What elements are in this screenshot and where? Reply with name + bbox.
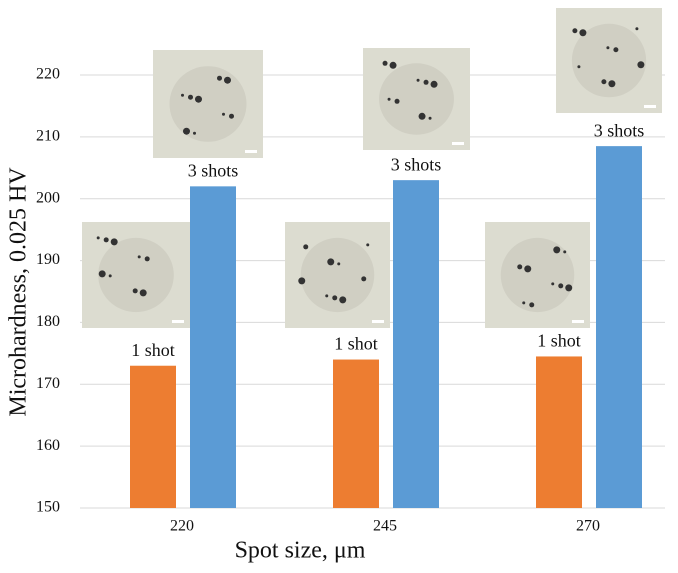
bar-label: 3 shots — [188, 160, 239, 180]
micrograph-pore — [195, 95, 202, 103]
micrograph-pore — [337, 262, 341, 266]
x-axis-label: Spot size, μm — [235, 538, 366, 564]
micrograph-pore — [303, 244, 309, 250]
y-axis-label: Microhardness, 0.025 HV — [6, 167, 32, 417]
micrograph-pore — [606, 46, 610, 50]
bar-label: 1 shot — [334, 334, 378, 354]
micrograph-pore — [298, 277, 306, 285]
bar-label: 1 shot — [131, 340, 175, 360]
micrograph-pore — [394, 98, 400, 104]
micrograph-pore — [517, 264, 523, 270]
micrograph-pore — [183, 127, 190, 135]
micrograph-pore — [224, 76, 231, 84]
micrograph-pore — [635, 27, 639, 31]
micrograph-pore — [103, 237, 109, 243]
micrograph-pore — [423, 79, 429, 85]
micrograph-pore — [98, 270, 106, 278]
micrograph-texture — [169, 66, 247, 142]
micrograph-pore — [108, 274, 112, 278]
micrograph-scale — [452, 142, 464, 145]
x-tick-label: 270 — [576, 518, 600, 535]
micrograph — [285, 222, 390, 328]
bar — [190, 186, 236, 509]
micrograph-pore — [139, 289, 147, 297]
micrograph-pore — [553, 246, 561, 254]
micrograph-pore — [96, 236, 100, 240]
micrograph-pore — [608, 80, 616, 88]
micrograph-pore — [416, 78, 420, 82]
y-tick-label: 150 — [36, 499, 60, 516]
micrograph-scale — [245, 150, 257, 153]
micrograph-scale — [172, 320, 184, 323]
micrograph-pore — [222, 112, 225, 116]
micrograph-pore — [524, 265, 532, 273]
bar-label: 3 shots — [391, 154, 442, 174]
micrograph-pore — [137, 255, 141, 259]
micrograph-pore — [361, 276, 367, 282]
bar — [393, 180, 439, 508]
bar — [536, 356, 582, 508]
micrograph-pore — [325, 294, 329, 298]
micrograph-pore — [387, 97, 391, 101]
micrograph-pore — [339, 296, 347, 304]
bar-label: 3 shots — [594, 120, 645, 140]
bar-label: 1 shot — [537, 331, 581, 351]
micrograph-scale — [372, 320, 384, 323]
y-tick-label: 180 — [36, 313, 60, 330]
micrograph-pore — [332, 295, 338, 301]
micrograph — [485, 222, 590, 328]
bar — [130, 365, 176, 508]
y-tick-label: 160 — [36, 437, 60, 454]
micrograph-pore — [181, 93, 184, 97]
x-tick-label: 245 — [373, 518, 397, 535]
micrograph-pore — [522, 301, 526, 305]
micrograph-texture — [300, 237, 375, 313]
micrograph-pore — [193, 131, 196, 135]
micrograph-pore — [188, 94, 193, 100]
micrograph-pore — [601, 79, 607, 85]
micrograph-pore — [217, 75, 222, 81]
micrograph-pore — [366, 243, 370, 247]
y-tick-label: 170 — [36, 375, 60, 392]
y-tick-label: 220 — [36, 66, 60, 83]
y-tick-label: 200 — [36, 189, 60, 206]
micrograph-pore — [613, 47, 619, 53]
bar — [596, 146, 642, 508]
micrograph — [363, 48, 470, 150]
micrograph-pore — [229, 113, 234, 119]
micrograph-pore — [558, 283, 564, 289]
bar — [333, 359, 379, 508]
micrograph-scale — [644, 105, 656, 108]
micrograph-texture — [98, 237, 174, 313]
micrograph-pore — [551, 282, 555, 286]
micrograph — [153, 50, 263, 158]
micrograph-pore — [637, 61, 645, 69]
micrograph-pore — [389, 61, 397, 69]
micrograph-pore — [327, 258, 335, 266]
micrograph-pore — [132, 288, 138, 294]
micrograph-texture — [500, 237, 575, 313]
micrograph-scale — [572, 320, 584, 323]
micrograph-pore — [572, 28, 578, 34]
micrograph-pore — [577, 65, 581, 69]
micrograph-pore — [563, 250, 567, 254]
micrograph-pore — [144, 256, 150, 262]
micrograph-pore — [382, 60, 388, 66]
micrograph — [556, 8, 662, 113]
micrograph-pore — [430, 80, 438, 88]
micrograph-pore — [418, 112, 426, 120]
y-tick-label: 190 — [36, 251, 60, 268]
micrograph-pore — [529, 302, 535, 308]
micrograph-pore — [579, 29, 587, 37]
x-tick-label: 220 — [170, 518, 194, 535]
micrograph-texture — [571, 23, 647, 98]
micrograph-pore — [428, 116, 432, 120]
micrograph-pore — [565, 284, 573, 292]
y-tick-label: 210 — [36, 128, 60, 145]
micrograph — [82, 222, 190, 328]
micrograph-pore — [110, 238, 118, 246]
